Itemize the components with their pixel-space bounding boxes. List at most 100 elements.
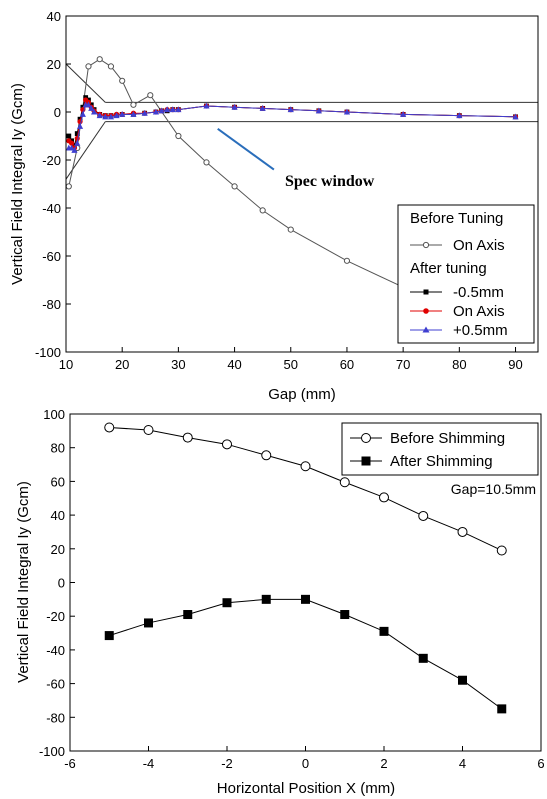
bottom-y-tick-label: 100 [43,407,65,422]
top-plot-area [65,56,538,332]
data-point-series-0 [203,159,210,166]
data-point-series-b0 [379,492,389,503]
bottom-y-tick-label: -40 [46,643,65,658]
bottom-x-tick-label: -4 [143,756,155,771]
top-y-axis-title: Vertical Field Integral Iy (Gcm) [9,83,26,285]
data-point-series-b1 [144,618,153,628]
series-line-b1 [109,598,503,710]
data-point-series-b0 [182,432,193,443]
top-y-ticks: -100 -80 -60 -40 -20 0 20 40 [35,9,71,360]
data-point-series-3 [400,111,407,117]
bottom-y-ticks: -100 -80 -60 -40 -20 0 20 40 60 80 100 [39,407,75,759]
data-point-series-3 [175,106,182,113]
top-x-tick-label: 60 [340,357,354,372]
bottom-x-tick-label: 2 [380,756,387,771]
data-point-series-3 [102,113,109,120]
top-y-tick-label: -20 [42,153,61,168]
data-point-series-0 [65,183,72,190]
legend-label-after-shimming: After Shimming [390,453,493,470]
data-point-series-3 [512,113,519,120]
data-point-series-3 [96,112,103,119]
data-point-series-b0 [143,425,154,436]
bottom-y-tick-label: 40 [51,508,65,523]
legend-marker-minus-0-5mm [423,289,429,295]
legend-group-after-tuning: After tuning [410,260,487,277]
data-point-series-1 [74,131,80,136]
data-point-series-0 [107,63,115,70]
data-point-series-3 [152,108,159,115]
bottom-x-tick-label: -6 [64,756,76,771]
data-point-series-b1 [222,598,232,608]
bottom-y-axis-title: Vertical Field Integral Iy (Gcm) [15,481,32,683]
legend-marker-after-on-axis [423,308,429,314]
data-point-series-b0 [222,439,232,450]
legend-marker-before-shimming [361,433,371,443]
bottom-plot-area [104,422,507,714]
data-point-series-3 [88,105,95,111]
data-point-series-3 [79,111,86,117]
top-y-tick-label: 40 [47,9,61,24]
top-plot-frame [65,15,539,353]
data-point-series-3 [141,109,148,116]
bottom-x-tick-label: 4 [459,756,466,771]
data-point-series-b0 [418,510,429,521]
data-point-series-3 [287,106,294,113]
data-point-series-3 [113,112,120,119]
chart-top: 10 20 30 40 50 60 70 80 90 -100 -80 -60 -40 -20 0 20 40… [9,9,539,403]
bottom-y-tick-label: -20 [46,609,65,624]
top-x-tick-label: 10 [59,357,73,372]
bottom-y-tick-label: 0 [58,576,65,591]
chart-bottom: -6 -4 -2 0 2 4 6 -100-80-60-40-20020406080100 … [15,407,545,797]
data-point-series-3 [119,111,126,117]
legend-label-before-on-axis: On Axis [453,237,505,254]
top-x-tick-label: 90 [508,357,522,372]
data-point-series-3 [259,105,266,111]
legend-group-before-tuning: Before Tuning [410,210,503,227]
data-point-series-3 [456,112,463,119]
top-x-tick-label: 50 [284,357,298,372]
bottom-x-tick-label: -2 [221,756,233,771]
bottom-y-tick-label: 20 [51,542,65,557]
data-point-series-3 [76,123,84,129]
data-point-series-b1 [183,610,193,620]
top-y-tick-label: -100 [35,345,61,360]
top-x-axis-title: Gap (mm) [268,386,336,403]
data-point-series-3 [169,106,176,113]
data-point-series-b0 [496,545,507,556]
data-point-series-b1 [418,653,428,663]
top-legend: Before Tuning On Axis After tuning -0.5m… [397,204,535,344]
top-x-tick-label: 40 [227,357,241,372]
top-y-tick-label: -60 [42,249,61,264]
data-point-series-0 [147,92,154,99]
legend-label-minus-0-5mm: -0.5mm [453,284,504,301]
data-point-series-0 [175,132,182,140]
data-point-series-0 [96,56,103,63]
data-point-series-0 [231,183,238,190]
data-point-series-b0 [339,477,350,488]
legend-marker-before-on-axis [422,241,430,249]
data-point-series-b1 [261,594,271,604]
legend-label-after-on-axis: On Axis [453,303,505,320]
data-point-series-b0 [104,422,115,433]
data-point-series-3 [107,113,115,120]
top-y-tick-label: -80 [42,297,61,312]
data-point-series-3 [85,101,92,108]
data-point-series-b1 [340,610,350,620]
data-point-series-0 [119,77,126,84]
bottom-legend: Before Shimming After Shimming [341,422,539,476]
spec-window-pointer [217,127,275,171]
bottom-y-tick-label: 80 [51,441,65,456]
data-point-series-b1 [301,594,310,604]
data-point-series-b0 [300,461,311,472]
data-point-series-0 [287,226,294,233]
data-point-series-3 [71,147,78,153]
data-point-series-3 [164,106,171,113]
top-y-tick-label: 0 [54,105,61,120]
data-point-series-3 [68,144,75,151]
data-point-series-b1 [497,704,507,714]
data-point-series-b1 [104,631,114,641]
bottom-x-tick-label: 0 [302,756,309,771]
gap-annotation: Gap=10.5mm [451,481,536,497]
top-y-tick-label: 20 [47,57,61,72]
